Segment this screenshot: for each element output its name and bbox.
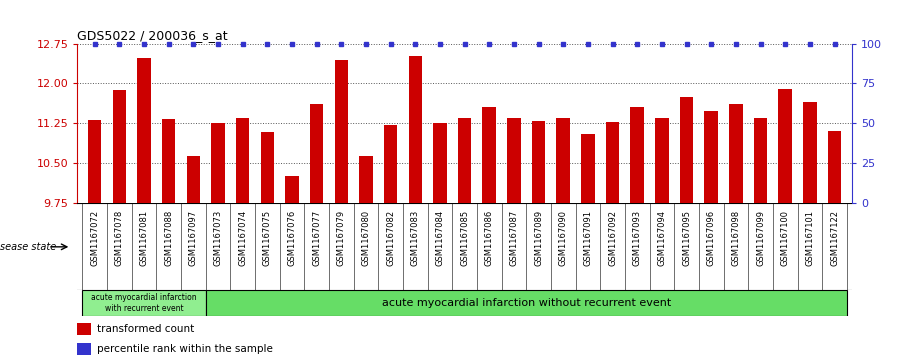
Text: GSM1167086: GSM1167086 (485, 210, 494, 266)
Text: GSM1167083: GSM1167083 (411, 210, 420, 266)
Text: acute myocardial infarction
with recurrent event: acute myocardial infarction with recurre… (91, 293, 197, 313)
Bar (804, 102, 816, 203)
Bar (334, 60, 348, 203)
Text: GSM1167075: GSM1167075 (262, 210, 271, 266)
Bar (113, 90, 126, 203)
Bar (138, 58, 151, 203)
Text: GSM1167073: GSM1167073 (213, 210, 222, 266)
Bar (82, 290, 206, 316)
Bar (384, 125, 397, 203)
Text: GSM1167079: GSM1167079 (337, 210, 346, 266)
Bar (408, 56, 422, 203)
Bar (729, 104, 742, 203)
Bar (532, 121, 546, 203)
Text: GSM1167089: GSM1167089 (534, 210, 543, 266)
Text: GSM1167081: GSM1167081 (139, 210, 148, 266)
Text: GSM1167087: GSM1167087 (509, 210, 518, 266)
Text: GSM1167095: GSM1167095 (682, 210, 691, 266)
Bar (310, 104, 323, 203)
Bar (236, 118, 250, 203)
Bar (778, 89, 792, 203)
Text: GSM1167094: GSM1167094 (658, 210, 667, 266)
Text: GSM1167091: GSM1167091 (583, 210, 592, 266)
Text: GSM1167082: GSM1167082 (386, 210, 395, 266)
Text: GSM1167078: GSM1167078 (115, 210, 124, 266)
Bar (162, 119, 176, 203)
Text: GSM1167122: GSM1167122 (830, 210, 839, 266)
Bar (77, 343, 91, 355)
Bar (753, 118, 767, 203)
Text: GSM1167097: GSM1167097 (189, 210, 198, 266)
Text: GSM1167098: GSM1167098 (732, 210, 741, 266)
Text: disease state: disease state (0, 242, 56, 252)
Text: transformed count: transformed count (97, 324, 194, 334)
Text: GSM1167080: GSM1167080 (362, 210, 371, 266)
Text: GSM1167093: GSM1167093 (633, 210, 641, 266)
Text: GSM1167099: GSM1167099 (756, 210, 765, 266)
Bar (187, 156, 200, 203)
Bar (261, 132, 274, 203)
Bar (359, 156, 373, 203)
Text: GSM1167076: GSM1167076 (288, 210, 296, 266)
Bar (630, 107, 644, 203)
Text: GSM1167101: GSM1167101 (805, 210, 814, 266)
Bar (483, 107, 496, 203)
Bar (211, 123, 225, 203)
Text: GSM1167072: GSM1167072 (90, 210, 99, 266)
Text: acute myocardial infarction without recurrent event: acute myocardial infarction without recu… (382, 298, 670, 308)
Bar (606, 122, 619, 203)
Text: GSM1167090: GSM1167090 (558, 210, 568, 266)
Bar (507, 118, 521, 203)
Bar (704, 111, 718, 203)
Text: GDS5022 / 200036_s_at: GDS5022 / 200036_s_at (77, 29, 228, 42)
Bar (206, 290, 847, 316)
Text: GSM1167100: GSM1167100 (781, 210, 790, 266)
Bar (581, 134, 595, 203)
Text: GSM1167077: GSM1167077 (312, 210, 322, 266)
Bar (77, 323, 91, 335)
Bar (285, 176, 299, 203)
Bar (655, 118, 669, 203)
Text: GSM1167096: GSM1167096 (707, 210, 716, 266)
Bar (680, 97, 693, 203)
Text: GSM1167085: GSM1167085 (460, 210, 469, 266)
Text: percentile rank within the sample: percentile rank within the sample (97, 344, 272, 354)
Bar (458, 118, 471, 203)
Text: GSM1167074: GSM1167074 (238, 210, 247, 266)
Bar (433, 123, 446, 203)
Text: GSM1167092: GSM1167092 (608, 210, 617, 266)
Text: GSM1167088: GSM1167088 (164, 210, 173, 266)
Bar (88, 120, 101, 203)
Bar (557, 118, 570, 203)
Text: GSM1167084: GSM1167084 (435, 210, 445, 266)
Bar (828, 131, 841, 203)
